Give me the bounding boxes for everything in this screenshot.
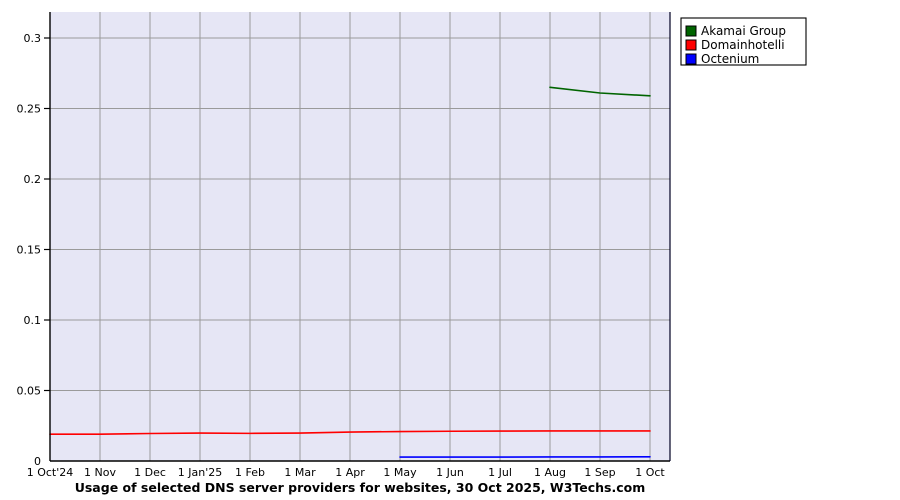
y-tick-label: 0.05 [17, 385, 42, 398]
x-tick-label: 1 May [383, 466, 417, 479]
y-tick-label: 0.25 [17, 103, 42, 116]
series-lines [49, 86, 651, 458]
x-tick-label: 1 Oct'24 [27, 466, 74, 479]
legend-swatch [685, 39, 697, 51]
x-tick-label: 1 Feb [235, 466, 265, 479]
series-line [549, 86, 651, 97]
x-tick-label: 1 Jun [436, 466, 464, 479]
y-tick-label: 0.15 [17, 244, 42, 257]
y-tick-label: 0.1 [24, 314, 42, 327]
x-tick-label: 1 Jan'25 [178, 466, 222, 479]
series-line [49, 430, 651, 436]
legend-label: Akamai Group [701, 24, 786, 38]
x-tick-label: 1 Nov [84, 466, 116, 479]
legend-label: Octenium [701, 52, 759, 66]
plot-area-background [50, 12, 670, 461]
x-axis-tick-labels: 1 Oct'24 1 Nov 1 Dec 1 Jan'25 1 Feb 1 Mar 1 Ap… [27, 466, 666, 479]
x-tick-label: 1 Apr [335, 466, 365, 479]
x-tick-label: 1 Sep [584, 466, 615, 479]
y-tick-label: 0 [34, 455, 41, 468]
x-tick-label: 1 Jul [488, 466, 512, 479]
legend-frame [680, 17, 807, 66]
y-tick-label: 0.2 [24, 173, 42, 186]
x-tick-label: 1 Aug [534, 466, 566, 479]
legend-swatch [685, 25, 697, 37]
x-tick-label: 1 Oct [635, 466, 665, 479]
legend-swatch [685, 53, 697, 65]
x-tick-label: 1 Dec [134, 466, 166, 479]
y-axis-ticks [44, 37, 50, 392]
x-tick-label: 1 Mar [284, 466, 316, 479]
legend-label: Domainhotelli [701, 38, 785, 52]
y-axis-tick-labels: 0 0.05 0.1 0.15 0.2 0.25 0.3 [17, 32, 42, 468]
y-tick-label: 0.3 [24, 32, 42, 45]
y-gridlines [50, 37, 670, 391]
chart-title: Usage of selected DNS server providers f… [75, 480, 646, 495]
